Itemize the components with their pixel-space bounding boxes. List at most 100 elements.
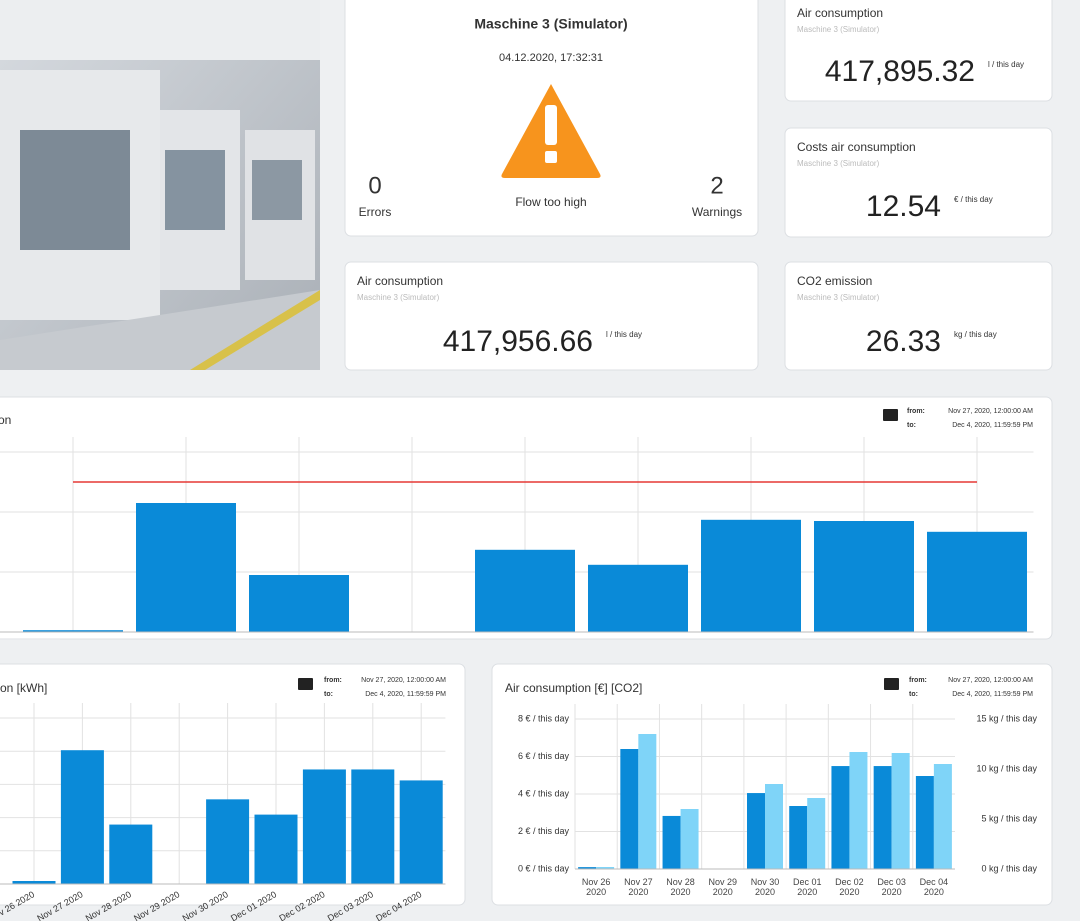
- bar: [399, 780, 443, 884]
- calendar-icon: [884, 678, 899, 690]
- chart-title: Air consumption [€] [CO2]: [505, 681, 642, 695]
- kpi-card: [784, 127, 1053, 238]
- x-tick-label: Nov 27 2020: [624, 877, 653, 897]
- bar: [933, 764, 952, 869]
- bar: [578, 867, 597, 869]
- bar: [620, 749, 639, 869]
- kpi-unit: l / this day: [988, 60, 1024, 69]
- x-tick-label-box: Nov 26 2020: [581, 877, 611, 897]
- y-tick-label: 8 € / this day: [518, 713, 570, 723]
- bar: [109, 824, 153, 884]
- chart-title: on [kWh]: [0, 681, 47, 695]
- bar: [747, 793, 765, 869]
- y2-tick-label: 0 kg / this day: [981, 863, 1037, 873]
- bar: [789, 806, 808, 869]
- kpi-value: 26.33: [866, 325, 941, 358]
- kpi-title: Air consumption: [357, 274, 443, 288]
- warning-icon: [501, 84, 601, 178]
- y-tick-label: 2 € / this day: [518, 826, 570, 836]
- calendar-icon: [298, 678, 313, 690]
- errors-count: 0: [368, 172, 381, 199]
- bar: [831, 766, 850, 869]
- kpi-card: [784, 0, 1053, 102]
- date-from-label: from:: [909, 677, 927, 684]
- date-to: Dec 4, 2020, 11:59:59 PM: [952, 422, 1033, 429]
- date-to-label: to:: [907, 422, 916, 429]
- date-to-label: to:: [324, 691, 333, 698]
- bar: [475, 549, 575, 632]
- y-tick-label: 6 € / this day: [518, 751, 570, 761]
- bar: [807, 798, 826, 869]
- kpi-value: 12.54: [866, 190, 941, 223]
- bar: [23, 630, 123, 632]
- machine-photo: [0, 0, 320, 370]
- kpi-unit: € / this day: [954, 195, 993, 204]
- kpi-subtitle: Maschine 3 (Simulator): [797, 293, 880, 302]
- bar: [351, 769, 395, 884]
- y-tick-label: 4 € / this day: [518, 788, 570, 798]
- date-to: Dec 4, 2020, 11:59:59 PM: [365, 691, 446, 698]
- x-tick-label-box: Dec 01 2020: [792, 877, 822, 897]
- status-message: Flow too high: [515, 195, 586, 209]
- date-from: Nov 27, 2020, 12:00:00 AM: [948, 677, 1033, 684]
- x-tick-label: Dec 04 2020: [919, 877, 949, 897]
- bar: [701, 519, 801, 632]
- x-tick-label-box: Dec 04 2020: [919, 877, 949, 897]
- bar: [60, 750, 104, 884]
- bar: [12, 881, 56, 884]
- bar: [638, 734, 657, 869]
- x-tick-label: Nov 28 2020: [666, 877, 695, 897]
- kpi-title: Air consumption: [797, 6, 883, 20]
- x-tick-label-box: Dec 03 2020: [877, 877, 906, 897]
- bar: [249, 575, 349, 632]
- bar: [588, 564, 688, 632]
- bar: [849, 752, 868, 869]
- bar: [814, 521, 914, 632]
- y2-tick-label: 10 kg / this day: [976, 763, 1037, 773]
- x-tick-label: Nov 26 2020: [581, 877, 611, 897]
- y-tick-label: 0 € / this day: [518, 863, 570, 873]
- kpi-subtitle: Maschine 3 (Simulator): [797, 159, 880, 168]
- date-from-label: from:: [324, 677, 342, 684]
- kpi-title: Costs air consumption: [797, 140, 916, 154]
- x-tick-label: Dec 02 2020: [835, 877, 864, 897]
- date-from: Nov 27, 2020, 12:00:00 AM: [948, 408, 1033, 415]
- y2-tick-label: 15 kg / this day: [976, 713, 1037, 723]
- bar: [254, 814, 298, 884]
- date-to-label: to:: [909, 691, 918, 698]
- status-time: 04.12.2020, 17:32:31: [499, 52, 603, 64]
- errors-label: Errors: [359, 205, 392, 219]
- kpi-value: 417,956.66: [443, 325, 593, 358]
- kpi-cards: Air consumption Maschine 3 (Simulator) 417…: [344, 0, 1053, 371]
- status-title: Maschine 3 (Simulator): [474, 16, 627, 32]
- bar: [927, 531, 1027, 632]
- bar: [680, 809, 699, 869]
- date-from: Nov 27, 2020, 12:00:00 AM: [361, 677, 446, 684]
- x-tick-label-box: Nov 27 2020: [624, 877, 653, 897]
- bar: [206, 799, 250, 884]
- bar: [915, 776, 934, 869]
- bar: [662, 815, 681, 869]
- kpi-card: [784, 261, 1053, 371]
- x-tick-label-box: Nov 28 2020: [666, 877, 695, 897]
- kpi-subtitle: Maschine 3 (Simulator): [357, 293, 440, 302]
- bar: [596, 867, 615, 869]
- kpi-title: CO2 emission: [797, 274, 872, 288]
- warnings-count: 2: [710, 172, 723, 199]
- date-from-label: from:: [907, 408, 925, 415]
- x-tick-label-box: Nov 30 2020: [750, 877, 780, 897]
- kpi-value: 417,895.32: [825, 55, 975, 88]
- kpi-unit: l / this day: [606, 330, 642, 339]
- x-tick-label-box: Nov 29 2020: [708, 877, 738, 897]
- x-tick-label: Nov 30 2020: [750, 877, 780, 897]
- chart-title: on: [0, 413, 11, 427]
- kpi-unit: kg / this day: [954, 330, 997, 339]
- x-tick-label: Nov 29 2020: [708, 877, 738, 897]
- calendar-icon: [883, 409, 898, 421]
- bar: [873, 766, 892, 869]
- bar: [765, 784, 783, 869]
- x-tick-label: Dec 01 2020: [792, 877, 822, 897]
- bar: [891, 753, 910, 869]
